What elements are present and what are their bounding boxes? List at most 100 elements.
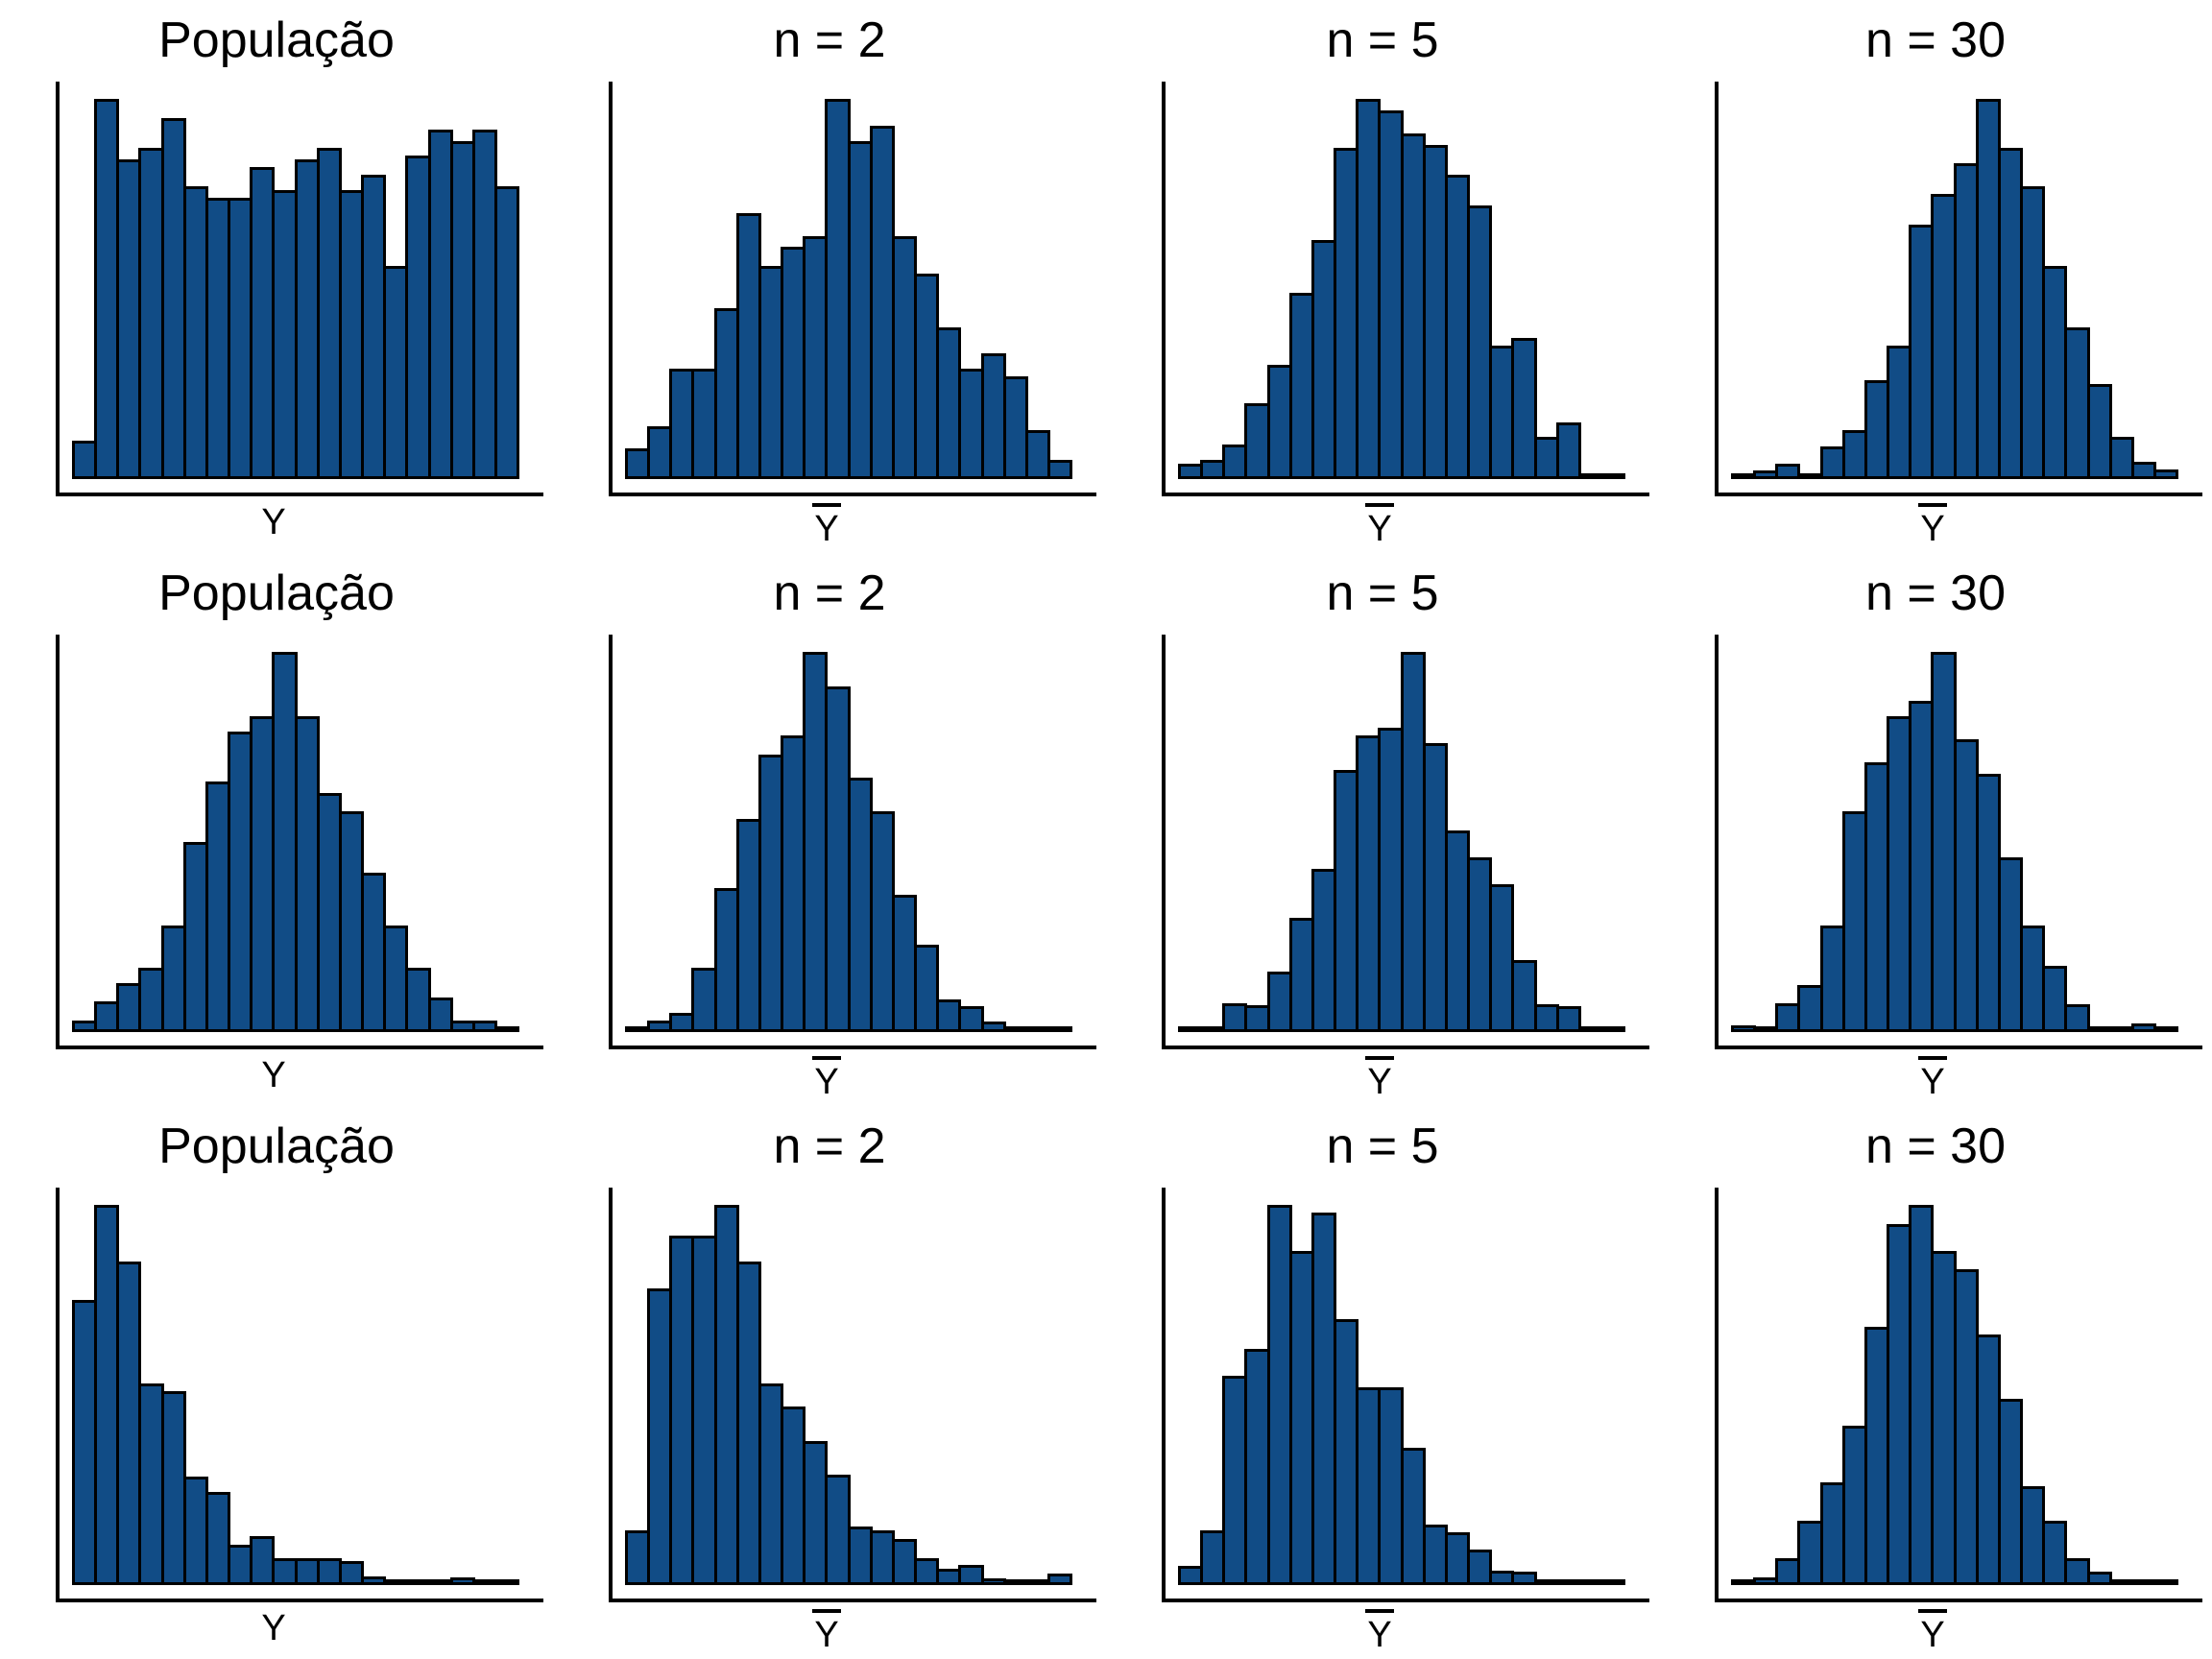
x-axis-label-text: Y xyxy=(1920,1062,1945,1102)
x-axis-label: Y xyxy=(0,1609,547,1647)
x-axis-label: Y xyxy=(1106,1056,1653,1101)
histogram-bar xyxy=(1931,194,1957,479)
x-axis-label-text: Y xyxy=(814,509,839,549)
x-axis-label-text: Y xyxy=(261,1608,286,1648)
xlabel-overline xyxy=(1918,1609,1947,1613)
histogram-panel: n = 5 Y xyxy=(1106,0,1659,553)
histogram-bar xyxy=(427,998,453,1032)
x-axis-label: Y xyxy=(553,1056,1100,1101)
histogram-bar xyxy=(72,441,98,479)
histogram-bar xyxy=(1863,1326,1890,1585)
histogram-bar xyxy=(338,1561,365,1585)
histogram-bars xyxy=(625,1205,1073,1585)
histogram-panel: n = 2 Y xyxy=(553,553,1106,1106)
x-axis-label: Y xyxy=(553,1609,1100,1654)
histogram-bars xyxy=(1178,99,1626,479)
histogram-bar xyxy=(1400,1448,1426,1585)
x-axis-label-text: Y xyxy=(1920,1615,1945,1655)
histogram-bar xyxy=(2042,965,2068,1032)
histogram-bar xyxy=(2152,1026,2179,1032)
plot-area xyxy=(609,1188,1096,1602)
histogram-bar xyxy=(869,125,895,479)
plot-area xyxy=(609,635,1096,1049)
plot-area xyxy=(1162,1188,1649,1602)
histogram-bar xyxy=(1400,132,1426,479)
histogram-bar xyxy=(294,1557,320,1585)
histogram-bar xyxy=(781,735,806,1032)
x-axis-label-wrap: Y xyxy=(261,503,285,541)
histogram-panel: População Y xyxy=(0,0,553,553)
histogram-bar xyxy=(2152,1579,2179,1585)
panel-title: n = 30 xyxy=(1864,1118,2007,1174)
histogram-bar xyxy=(1444,830,1471,1032)
plot-area xyxy=(1162,82,1649,496)
histogram-bars xyxy=(1731,1205,2179,1585)
panel-title: n = 30 xyxy=(1864,12,2007,68)
histogram-panel: População Y xyxy=(0,1106,553,1659)
x-axis-label-text: Y xyxy=(261,502,286,542)
histogram-panel: n = 30 Y xyxy=(1659,0,2212,553)
histogram-bar xyxy=(228,197,253,479)
histogram-bar xyxy=(2108,437,2134,479)
x-axis-label-text: Y xyxy=(814,1615,839,1655)
plot-area xyxy=(56,82,543,496)
x-axis-label: Y xyxy=(0,503,547,541)
histogram-bars xyxy=(625,99,1073,479)
xlabel-overline xyxy=(1365,1609,1394,1613)
panel-title: População xyxy=(158,1118,395,1174)
histogram-bar xyxy=(1775,464,1801,479)
histogram-bar xyxy=(493,1579,520,1585)
histogram-bar xyxy=(1511,959,1537,1032)
histogram-bar xyxy=(2086,1572,2112,1585)
histogram-bar xyxy=(204,1491,231,1585)
panel-title: n = 2 xyxy=(773,565,886,621)
histogram-bar xyxy=(735,819,761,1032)
x-axis-label-text: Y xyxy=(261,1055,286,1095)
histogram-bar xyxy=(1200,1529,1226,1585)
histogram-bar xyxy=(1555,1006,1581,1032)
histogram-bar xyxy=(2064,326,2090,479)
histogram-bar xyxy=(493,1026,520,1032)
plot-area xyxy=(609,82,1096,496)
histogram-bars xyxy=(1178,1205,1626,1585)
histogram-bar xyxy=(1599,473,1626,479)
x-axis-label-wrap: Y xyxy=(812,1056,841,1101)
panel-title: n = 2 xyxy=(773,12,886,68)
x-axis-label-text: Y xyxy=(1367,1615,1392,1655)
histogram-bar xyxy=(250,716,276,1032)
panel-title: n = 2 xyxy=(773,1118,886,1174)
histogram-bar xyxy=(2086,384,2112,479)
panel-title: População xyxy=(158,565,395,621)
panel-title: População xyxy=(158,12,395,68)
histogram-bar xyxy=(493,186,520,479)
x-axis-label-text: Y xyxy=(1920,509,1945,549)
panel-title: n = 30 xyxy=(1864,565,2007,621)
x-axis-label-wrap: Y xyxy=(1918,1056,1947,1101)
x-axis-label: Y xyxy=(1659,1609,2206,1654)
x-axis-label: Y xyxy=(1106,1609,1653,1654)
x-axis-label: Y xyxy=(0,1056,547,1094)
histogram-bar xyxy=(1599,1026,1626,1032)
histogram-bar xyxy=(625,1529,651,1585)
xlabel-overline xyxy=(1365,1056,1394,1060)
histogram-bar xyxy=(1046,1574,1073,1585)
histogram-bar xyxy=(914,944,940,1032)
histogram-bar xyxy=(1046,460,1073,479)
x-axis-label-wrap: Y xyxy=(1918,503,1947,548)
x-axis-label-text: Y xyxy=(1367,509,1392,549)
histogram-bar xyxy=(980,353,1006,479)
histogram-bar xyxy=(958,1565,984,1585)
xlabel-overline xyxy=(1918,1056,1947,1060)
xlabel-overline xyxy=(812,1609,841,1613)
x-axis-label: Y xyxy=(1659,503,2206,548)
plot-area xyxy=(1715,635,2202,1049)
histogram-bar xyxy=(272,190,298,479)
x-axis-label-text: Y xyxy=(814,1062,839,1102)
xlabel-overline xyxy=(1365,503,1394,507)
histogram-bar xyxy=(94,1001,120,1032)
histogram-bar xyxy=(1953,739,1979,1032)
panel-title: n = 5 xyxy=(1326,1118,1439,1174)
x-axis-label: Y xyxy=(553,503,1100,548)
histogram-bar xyxy=(2064,1003,2090,1032)
